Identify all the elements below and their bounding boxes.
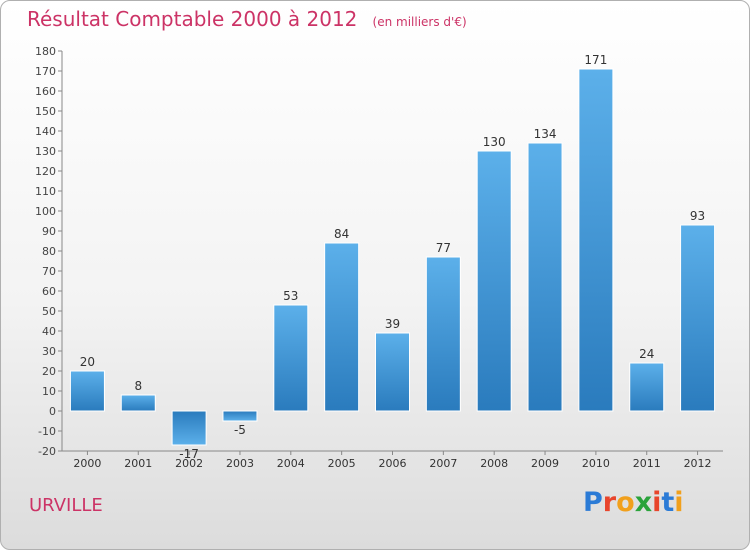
logo-letter: i xyxy=(674,487,684,518)
title-unit: (en milliers d'€) xyxy=(372,15,467,29)
y-tick-label: 180 xyxy=(35,45,56,58)
x-tick-label: 2007 xyxy=(429,457,457,470)
data-label: 134 xyxy=(534,127,557,141)
data-label: 77 xyxy=(436,241,451,255)
y-tick-label: 170 xyxy=(35,65,56,78)
data-label: 53 xyxy=(283,289,298,303)
data-label: -5 xyxy=(234,423,246,437)
bar xyxy=(375,332,410,412)
logo-letter: x xyxy=(634,487,653,518)
x-tick-label: 2008 xyxy=(480,457,508,470)
proxiti-logo: Proxiti xyxy=(583,487,684,518)
y-tick-label: 40 xyxy=(42,325,56,338)
bar xyxy=(476,150,512,412)
logo-letter: o xyxy=(616,487,635,518)
bar xyxy=(171,410,207,446)
x-tick-label: 2002 xyxy=(175,457,203,470)
x-tick-label: 2006 xyxy=(379,457,407,470)
y-tick-label: 110 xyxy=(35,185,56,198)
x-tick-label: 2003 xyxy=(226,457,254,470)
y-tick-label: 20 xyxy=(42,365,56,378)
x-tick-label: 2009 xyxy=(531,457,559,470)
logo-letter: P xyxy=(583,487,603,518)
y-tick-label: 150 xyxy=(35,105,56,118)
data-label: 130 xyxy=(483,135,506,149)
bar xyxy=(69,370,105,412)
data-label: 8 xyxy=(134,379,142,393)
y-tick-label: 0 xyxy=(49,405,56,418)
data-label: 39 xyxy=(385,317,400,331)
data-label: 171 xyxy=(584,53,607,67)
y-tick-label: 100 xyxy=(35,205,56,218)
x-tick-label: 2012 xyxy=(684,457,712,470)
bar xyxy=(222,410,258,422)
data-label: -17 xyxy=(179,447,199,461)
y-tick-label: 80 xyxy=(42,245,56,258)
bar xyxy=(324,242,360,412)
bar xyxy=(273,304,309,412)
x-tick-label: 2011 xyxy=(633,457,661,470)
x-tick-label: 2001 xyxy=(124,457,152,470)
y-tick-label: 130 xyxy=(35,145,56,158)
axes: -20 -10 0 10 20 30 40 50 60 70 80 90 100 110 120 130 140… xyxy=(35,45,723,470)
y-tick-label: 140 xyxy=(35,125,56,138)
title-text: Résultat Comptable 2000 à 2012 xyxy=(27,7,358,31)
bar xyxy=(120,394,156,412)
data-label: 93 xyxy=(690,209,705,223)
bar xyxy=(578,68,614,412)
data-label: 84 xyxy=(334,227,349,241)
chart-title: Résultat Comptable 2000 à 2012 (en milli… xyxy=(27,7,467,31)
y-tick-label: -20 xyxy=(38,445,56,458)
x-tick-label: 2010 xyxy=(582,457,610,470)
bar xyxy=(680,224,716,412)
y-tick-label: 50 xyxy=(42,305,56,318)
commune-name: URVILLE xyxy=(29,495,103,516)
y-tick-label: 70 xyxy=(42,265,56,278)
logo-letter: r xyxy=(602,487,617,518)
bars xyxy=(69,68,716,446)
logo-letter: t xyxy=(661,487,675,518)
x-tick-label: 2000 xyxy=(73,457,101,470)
bar xyxy=(425,256,461,412)
x-tick-label: 2004 xyxy=(277,457,305,470)
data-label: 20 xyxy=(80,355,95,369)
logo-letter: i xyxy=(652,487,662,518)
y-tick-label: 30 xyxy=(42,345,56,358)
bar xyxy=(527,142,563,412)
y-tick-label: -10 xyxy=(38,425,56,438)
x-tick-label: 2005 xyxy=(328,457,356,470)
y-tick-label: 90 xyxy=(42,225,56,238)
data-label: 24 xyxy=(639,347,654,361)
y-tick-label: 120 xyxy=(35,165,56,178)
y-tick-label: 60 xyxy=(42,285,56,298)
data-labels: 20 8 -17 -5 53 84 39 77 130 134 171 24 93 xyxy=(80,53,705,461)
y-tick-label: 10 xyxy=(42,385,56,398)
y-tick-label: 160 xyxy=(35,85,56,98)
bar xyxy=(629,362,665,412)
